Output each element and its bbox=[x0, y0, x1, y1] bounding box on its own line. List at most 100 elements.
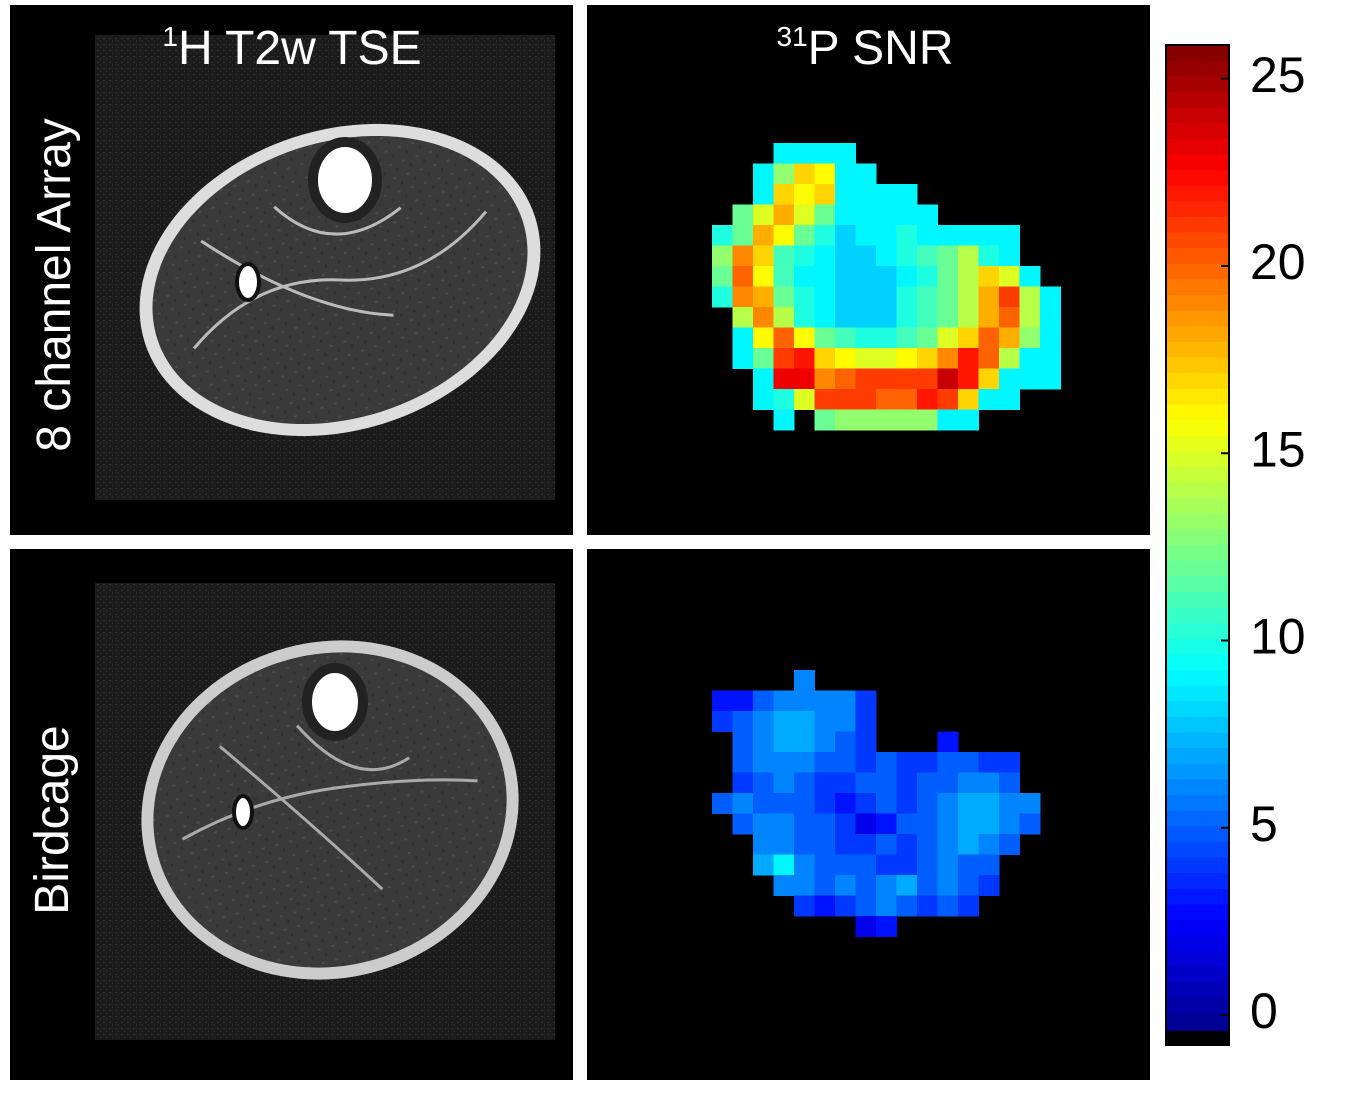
snr-pixel bbox=[855, 711, 877, 732]
snr-pixel bbox=[937, 266, 959, 287]
colorbar-segment bbox=[1166, 513, 1229, 530]
snr-pixel bbox=[753, 731, 774, 753]
snr-pixel bbox=[814, 834, 836, 855]
colorbar-segment bbox=[1166, 748, 1229, 765]
snr-pixel bbox=[855, 752, 877, 773]
snr-pixel bbox=[855, 690, 877, 712]
snr-pixel bbox=[712, 690, 733, 712]
snr-pixel bbox=[917, 389, 938, 410]
snr-pixel bbox=[712, 286, 733, 308]
snr-pixel bbox=[753, 813, 774, 835]
snr-pixel bbox=[876, 854, 897, 876]
colorbar-segment bbox=[1166, 591, 1229, 609]
snr-pixel bbox=[917, 752, 938, 773]
snr-pixel bbox=[999, 307, 1020, 328]
snr-pixel bbox=[814, 163, 836, 185]
snr-pixel bbox=[917, 348, 938, 369]
snr-pixel bbox=[896, 348, 918, 369]
snr-pixel bbox=[773, 409, 795, 431]
colorbar-segment bbox=[1166, 91, 1229, 109]
colorbar-segment bbox=[1166, 810, 1229, 827]
snr-pixel bbox=[753, 348, 774, 369]
colorbar-segment bbox=[1166, 529, 1229, 546]
snr-pixel bbox=[978, 307, 1000, 328]
snr-pixel bbox=[855, 875, 877, 896]
snr-pixel bbox=[896, 204, 918, 226]
colorbar-segment bbox=[1166, 60, 1229, 77]
colorbar-segment bbox=[1166, 888, 1229, 905]
snr-pixel bbox=[712, 793, 733, 814]
colorbar-segment bbox=[1166, 216, 1229, 234]
snr-pixel bbox=[773, 348, 795, 369]
snr-pixel bbox=[835, 731, 856, 753]
snr-pixel bbox=[855, 389, 877, 410]
snr-pixel bbox=[773, 143, 795, 164]
snr-pixel bbox=[835, 368, 856, 390]
colorbar-segment bbox=[1166, 545, 1229, 562]
snr-pixel bbox=[937, 409, 959, 431]
snr-pixel bbox=[773, 752, 795, 773]
snr-pixel bbox=[794, 772, 815, 794]
colorbar-segment bbox=[1166, 998, 1229, 1015]
snr-pixel bbox=[835, 813, 856, 835]
snr-pixel bbox=[773, 813, 795, 835]
bone bbox=[302, 663, 368, 741]
snr-pixel bbox=[978, 834, 1000, 855]
snr-pixel bbox=[876, 793, 897, 814]
snr-pixel bbox=[917, 772, 938, 794]
snr-pixel bbox=[937, 854, 959, 876]
colorbar-segment bbox=[1166, 841, 1229, 859]
snr-pixel bbox=[855, 772, 877, 794]
snr-pixel bbox=[855, 731, 877, 753]
snr-pixel bbox=[958, 389, 979, 410]
snr-pixel bbox=[794, 793, 815, 814]
snr-pixel bbox=[835, 286, 856, 308]
snr-pixel bbox=[835, 875, 856, 896]
snr-pixel bbox=[978, 793, 1000, 814]
colorbar-segment bbox=[1166, 763, 1229, 780]
snr-pixel bbox=[855, 184, 877, 205]
snr-pixel bbox=[835, 834, 856, 855]
colorbar-segment bbox=[1166, 779, 1229, 796]
snr-pixel bbox=[773, 690, 795, 712]
snr-pixel bbox=[855, 225, 877, 246]
snr-pixel bbox=[732, 752, 754, 773]
snr-pixel bbox=[917, 895, 938, 917]
snr-pixel bbox=[937, 731, 959, 753]
row-label: 8 channel Array bbox=[28, 118, 81, 452]
column-header: 1H T2w TSE bbox=[162, 21, 421, 75]
snr-pixel bbox=[876, 245, 897, 267]
snr-pixel bbox=[999, 389, 1020, 410]
snr-pixel bbox=[835, 895, 856, 917]
colorbar-segment bbox=[1166, 826, 1229, 843]
colorbar-segment bbox=[1166, 701, 1229, 718]
snr-pixel bbox=[896, 854, 918, 876]
bone bbox=[308, 137, 382, 223]
snr-pixel bbox=[896, 266, 918, 287]
snr-pixel bbox=[794, 286, 815, 308]
snr-pixel bbox=[835, 389, 856, 410]
snr-pixel bbox=[978, 854, 1000, 876]
colorbar-segment bbox=[1166, 326, 1229, 343]
snr-pixel bbox=[978, 875, 1000, 896]
snr-pixel bbox=[896, 793, 918, 814]
snr-pixel bbox=[896, 225, 918, 246]
snr-pixel bbox=[773, 731, 795, 753]
snr-pixel bbox=[1040, 286, 1061, 308]
snr-pixel bbox=[978, 813, 1000, 835]
snr-pixel bbox=[896, 389, 918, 410]
snr-pixel bbox=[794, 327, 815, 349]
colorbar-segment bbox=[1166, 451, 1229, 468]
snr-pixel bbox=[999, 813, 1020, 835]
colorbar-segment bbox=[1166, 279, 1229, 296]
snr-pixel bbox=[814, 875, 836, 896]
snr-pixel bbox=[1040, 368, 1061, 390]
snr-pixel bbox=[814, 793, 836, 814]
snr-pixel bbox=[773, 772, 795, 794]
snr-pixel bbox=[855, 163, 877, 185]
snr-pixel bbox=[835, 348, 856, 369]
snr-pixel bbox=[958, 834, 979, 855]
snr-pixel bbox=[876, 409, 897, 431]
colorbar-segment bbox=[1166, 716, 1229, 734]
